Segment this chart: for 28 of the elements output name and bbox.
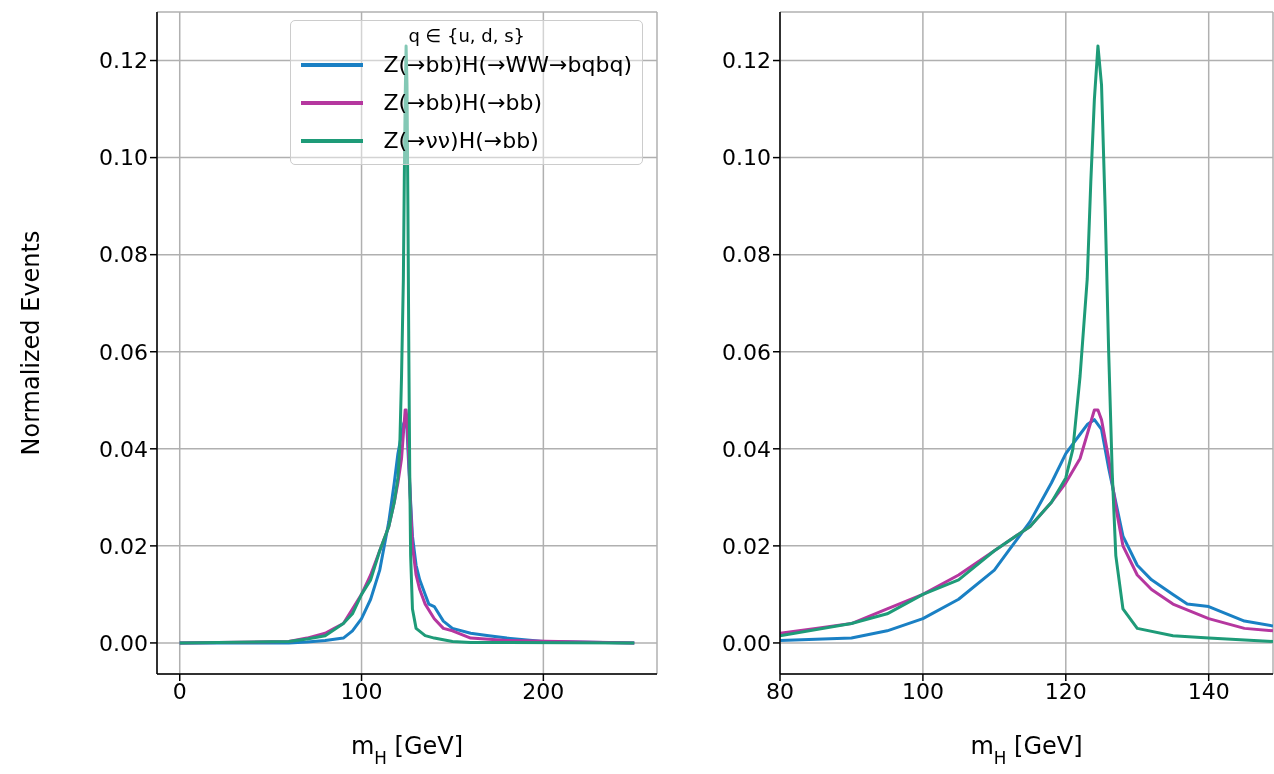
- x-tick-label: 120: [1044, 678, 1087, 704]
- y-tick-label: 0.10: [99, 145, 148, 171]
- y-tick-label: 0.10: [722, 145, 771, 171]
- y-tick-label: 0.08: [99, 242, 148, 268]
- y-axis-title: Normalized Events: [17, 230, 45, 456]
- x-tick-label: 140: [1187, 678, 1230, 704]
- y-tick-label: 0.12: [722, 48, 771, 74]
- y-tick-label: 0.00: [99, 630, 148, 656]
- y-tick-label: 0.00: [722, 630, 771, 656]
- y-tick-label: 0.04: [722, 436, 771, 462]
- x-tick-label: 100: [901, 678, 944, 704]
- y-tick-label: 0.04: [99, 436, 148, 462]
- y-tick-label: 0.08: [722, 242, 771, 268]
- legend-label: Z(→bb)H(→bb): [383, 89, 543, 117]
- legend-title: q ∈ {u, d, s}: [407, 25, 526, 46]
- y-tick-label: 0.06: [722, 339, 771, 365]
- y-tick-label: 0.02: [722, 533, 771, 559]
- legend-label: Z(→bb)H(→WW→bqbq): [383, 51, 632, 79]
- x-tick-label: 100: [340, 678, 383, 704]
- x-axis-title: m$_{H}$ [GeV]: [350, 732, 464, 768]
- x-axis-title: m$_{H}$ [GeV]: [970, 732, 1083, 768]
- legend-label: Z(→νν)H(→bb): [383, 127, 539, 155]
- y-tick-label: 0.06: [99, 339, 148, 365]
- x-tick-label: 200: [522, 678, 565, 704]
- x-tick-label: 80: [766, 678, 794, 704]
- x-tick-label: 0: [172, 678, 187, 704]
- y-tick-label: 0.12: [99, 48, 148, 74]
- y-tick-label: 0.02: [99, 533, 148, 559]
